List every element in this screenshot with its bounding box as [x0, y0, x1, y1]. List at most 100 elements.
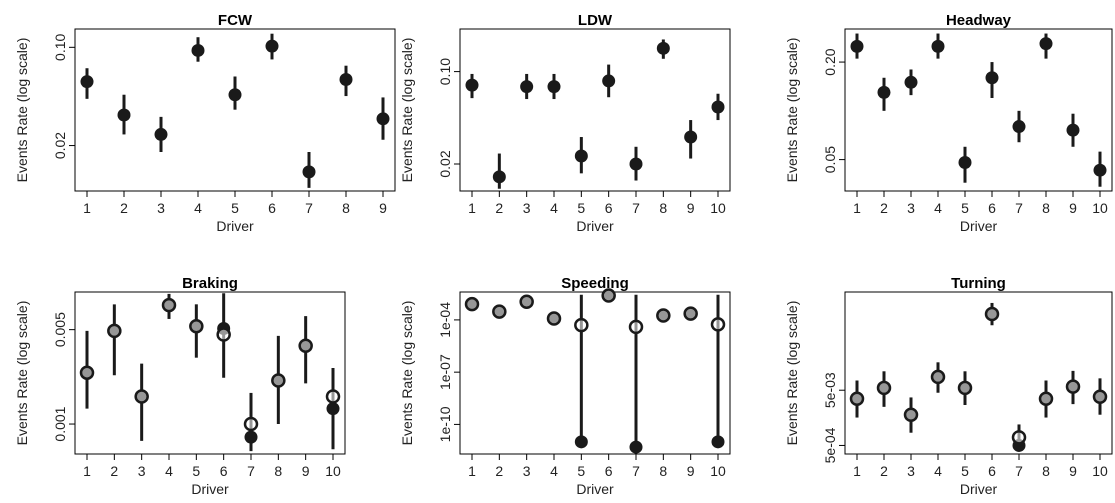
data-point-open: [903, 407, 919, 422]
x-tick-label: 4: [934, 200, 942, 216]
data-point: [958, 155, 972, 169]
data-point-open: [271, 373, 286, 388]
y-tick-label: 1e-10: [437, 406, 453, 442]
y-tick-label: 0.005: [52, 312, 68, 347]
y-axis-label: Events Rate (log scale): [14, 301, 30, 446]
data-point-open: [134, 389, 149, 404]
x-tick-label: 9: [1069, 200, 1077, 216]
data-point: [684, 130, 698, 144]
data-point: [574, 435, 588, 449]
data-point-open: [574, 317, 589, 333]
x-tick-label: 9: [687, 463, 695, 479]
data-point: [547, 80, 561, 94]
data-point: [244, 430, 258, 444]
data-point-open: [710, 317, 726, 332]
data-point-open: [984, 306, 1000, 322]
x-tick-label: 2: [110, 463, 118, 479]
x-tick-label: 3: [138, 463, 146, 479]
x-tick-label: 9: [687, 200, 695, 216]
x-tick-label: 1: [853, 463, 861, 479]
data-point: [711, 100, 725, 114]
x-axis-label: Driver: [216, 218, 254, 234]
x-tick-label: 1: [83, 463, 91, 479]
data-point: [1012, 120, 1026, 134]
data-point-open: [298, 338, 313, 353]
data-point: [492, 170, 506, 184]
x-tick-label: 6: [988, 463, 996, 479]
data-point: [985, 71, 999, 85]
x-tick-label: 9: [379, 200, 387, 216]
y-tick-label: 0.10: [437, 58, 453, 85]
x-tick-label: 7: [247, 463, 255, 479]
data-point-open: [683, 306, 698, 321]
data-point-open: [492, 304, 507, 319]
data-point-open: [1011, 430, 1027, 445]
data-point: [376, 112, 390, 126]
x-tick-label: 4: [165, 463, 173, 479]
x-tick-label: 8: [1042, 200, 1050, 216]
y-tick-label: 0.05: [822, 146, 838, 173]
x-tick-label: 3: [907, 463, 915, 479]
x-tick-label: 6: [220, 463, 228, 479]
y-tick-label: 0.02: [437, 150, 453, 177]
chart-title: FCW: [218, 12, 253, 29]
data-point: [228, 88, 242, 102]
data-point: [629, 157, 643, 171]
x-tick-label: 3: [907, 200, 915, 216]
panel-5: Speeding 1 2 3 4 5 6 7 8 9 10 Driver 1e-10 1e-07 1e-04…: [399, 275, 731, 497]
x-axis-label: Driver: [576, 218, 614, 234]
data-point: [326, 402, 340, 416]
data-point: [877, 85, 891, 99]
data-point-open: [216, 327, 231, 342]
x-tick-label: 9: [302, 463, 310, 479]
data-point-open: [876, 380, 892, 396]
plot-frame: [74, 291, 346, 455]
y-tick-label: 5e-03: [822, 372, 838, 408]
data-point: [656, 41, 670, 55]
x-tick-label: 4: [550, 463, 558, 479]
data-point-open: [546, 311, 562, 326]
x-tick-label: 5: [961, 463, 969, 479]
x-tick-label: 5: [577, 200, 585, 216]
y-tick-label: 1e-07: [437, 354, 453, 390]
x-tick-label: 6: [605, 200, 613, 216]
data-point-open: [849, 391, 865, 407]
x-tick-label: 2: [495, 200, 503, 216]
data-point-open: [325, 389, 341, 404]
chart-title: Braking: [182, 275, 238, 292]
x-tick-label: 8: [274, 463, 282, 479]
x-tick-label: 10: [1092, 200, 1108, 216]
x-tick-label: 2: [880, 200, 888, 216]
x-tick-label: 10: [710, 200, 726, 216]
x-axis-label: Driver: [960, 481, 998, 497]
y-tick-label: 0.20: [822, 48, 838, 75]
x-axis-label: Driver: [191, 481, 229, 497]
y-axis-label: Events Rate (log scale): [784, 301, 800, 446]
data-point: [931, 39, 945, 53]
data-point-open: [189, 318, 204, 334]
x-tick-label: 5: [961, 200, 969, 216]
data-point-open: [1065, 379, 1081, 394]
y-tick-label: 0.10: [52, 33, 68, 60]
x-tick-label: 10: [1092, 463, 1108, 479]
panel-2: LDW 1 2 3 4 5 6 7 8 9 10 Driver 0.02 0.10 Events Rate …: [399, 12, 731, 234]
x-axis-label: Driver: [576, 481, 614, 497]
x-tick-label: 7: [1015, 200, 1023, 216]
data-point-open: [79, 365, 95, 380]
data-point-open: [957, 380, 973, 396]
y-tick-label: 0.02: [52, 132, 68, 159]
y-axis-label: Events Rate (log scale): [14, 38, 30, 183]
x-tick-label: 5: [577, 463, 585, 479]
x-tick-label: 7: [632, 200, 640, 216]
y-tick-label: 1e-04: [437, 302, 453, 338]
plot-frame: [844, 291, 1113, 455]
x-tick-label: 1: [83, 200, 91, 216]
x-tick-label: 5: [231, 200, 239, 216]
x-tick-label: 10: [325, 463, 341, 479]
data-point: [154, 127, 168, 141]
y-axis-label: Events Rate (log scale): [399, 38, 415, 183]
x-tick-label: 1: [853, 200, 861, 216]
x-tick-label: 10: [710, 463, 726, 479]
x-tick-label: 7: [1015, 463, 1023, 479]
data-point: [191, 43, 205, 57]
